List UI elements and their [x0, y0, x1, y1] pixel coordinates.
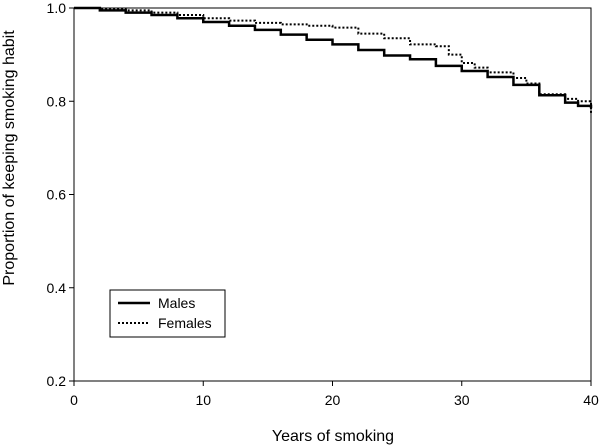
x-tick-label: 20: [325, 392, 341, 408]
x-tick-label: 10: [195, 392, 211, 408]
legend-box: [109, 289, 226, 338]
y-tick-label: 0.8: [47, 93, 67, 109]
x-tick-label: 40: [583, 392, 599, 408]
x-tick-label: 0: [70, 392, 78, 408]
y-tick-label: 0.6: [47, 187, 67, 203]
y-axis-title: Proportion of keeping smoking habit: [1, 30, 18, 286]
y-tick-label: 1.0: [47, 0, 67, 16]
y-tick-label: 0.4: [47, 280, 67, 296]
legend-label-females: Females: [158, 315, 212, 331]
legend: Males Females: [109, 289, 226, 338]
plot-area: 0 10 20 30 40 0.2 0.4 0.6 0.8 1.0: [47, 0, 599, 408]
legend-label-males: Males: [158, 295, 195, 311]
series-line-females: [74, 7, 592, 113]
series-line-males: [74, 6, 593, 109]
x-axis-title: Years of smoking: [272, 428, 394, 445]
x-tick-label: 30: [454, 392, 470, 408]
y-tick-label: 0.2: [47, 373, 67, 389]
